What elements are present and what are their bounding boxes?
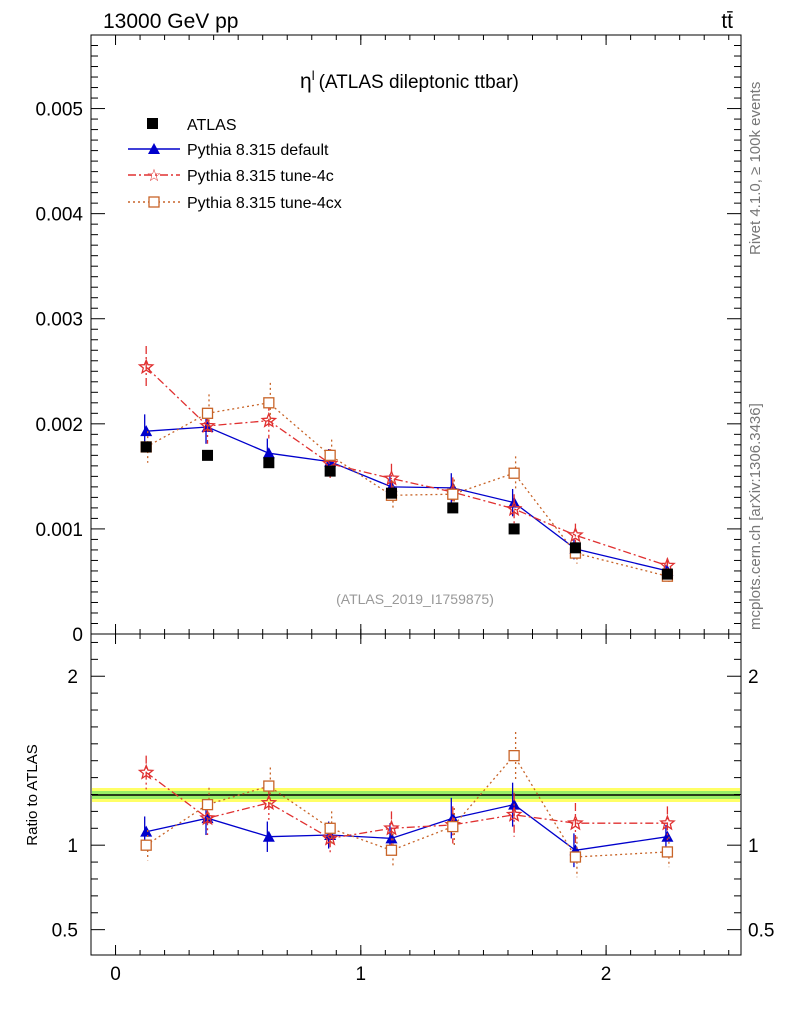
ratio-point-tune4c <box>260 794 278 811</box>
point-tune4cx <box>263 397 275 409</box>
point-tune4cx <box>324 449 336 462</box>
atlas-data-point <box>508 523 520 535</box>
ratio-point-default <box>140 825 153 837</box>
ratio-y-axis-label: Ratio to ATLAS <box>24 744 41 845</box>
y-tick-label: 0.003 <box>35 310 83 331</box>
y-tick-label: 0.001 <box>35 520 83 541</box>
atlas-data-point <box>263 457 275 469</box>
ratio-point-tune4c <box>199 809 216 826</box>
point-default <box>262 447 275 459</box>
ratio-point-tune4cx <box>140 839 152 851</box>
ratio-y-tick-label: 2 <box>67 667 78 688</box>
ratio-point-tune4cx <box>201 798 214 811</box>
ratio-point-tune4c <box>137 763 155 780</box>
series-line-tune4cx <box>145 402 668 577</box>
ratio-y-tick-label: 0.5 <box>52 921 78 942</box>
ratio-line-tune4cx <box>145 754 668 858</box>
ratio-point-tune4cx <box>263 780 275 792</box>
ratio-point-tune4c <box>505 806 523 822</box>
ratio-point-tune4cx <box>661 846 674 858</box>
point-tune4c <box>567 526 584 543</box>
analysis-watermark: (ATLAS_2019_I1759875) <box>336 591 494 607</box>
y-tick-label: 0.005 <box>35 100 83 121</box>
legend-atlas-marker <box>147 118 158 129</box>
mcplots-label: mcplots.cern.ch [arXiv:1306.3436] <box>747 403 764 630</box>
ratio-point-tune4c <box>383 819 400 836</box>
series-layer <box>137 346 676 878</box>
y-tick-label: 0 <box>72 625 83 646</box>
rivet-label: Rivet 4.1.0, ≥ 100k events <box>747 82 764 255</box>
x-tick-label: 0 <box>110 964 121 985</box>
legend: ATLAS Pythia 8.315 default ☆ Pythia 8.31… <box>128 117 342 212</box>
legend-default-marker <box>148 143 160 154</box>
ratio-point-tune4cx <box>447 820 459 833</box>
y-tick-label: 0.002 <box>35 415 83 436</box>
point-tune4c <box>199 417 216 434</box>
series-line-default <box>146 426 668 572</box>
ratio-y-tick-label-right: 2 <box>748 667 759 688</box>
point-default <box>140 425 153 437</box>
ratio-point-tune4cx <box>508 749 520 762</box>
atlas-data-point <box>661 568 673 580</box>
ratio-point-tune4cx <box>324 822 336 834</box>
legend-label-tune4cx: Pythia 8.315 tune-4cx <box>187 195 342 212</box>
plot-title: ηl (ATLAS dileptonic ttbar) <box>300 68 519 93</box>
legend-label-tune4c: Pythia 8.315 tune-4c <box>187 168 334 185</box>
ratio-point-default <box>661 830 674 842</box>
ratio-point-tune4c <box>567 814 584 831</box>
atlas-data-point <box>140 441 152 453</box>
atlas-data-point <box>569 542 581 554</box>
ratio-y-tick-label-right: 0.5 <box>748 921 774 942</box>
legend-label-default: Pythia 8.315 default <box>187 142 329 159</box>
series-line-tune4c <box>145 366 668 567</box>
legend-tune4c-marker: ☆ <box>146 166 161 186</box>
legend-label-atlas: ATLAS <box>187 117 237 134</box>
point-tune4cx <box>508 467 520 479</box>
atlas-data-point <box>385 487 397 499</box>
ratio-point-tune4c <box>321 829 339 846</box>
ratio-y-tick-label: 1 <box>67 836 78 857</box>
x-tick-label: 1 <box>356 964 367 985</box>
ratio-point-tune4cx <box>569 851 582 863</box>
ratio-point-tune4cx <box>385 844 398 856</box>
point-tune4c <box>260 411 278 428</box>
ratio-point-default <box>385 832 398 844</box>
y-tick-label: 0.004 <box>35 205 83 226</box>
point-tune4c <box>137 358 155 375</box>
ratio-line-tune4c <box>145 771 668 840</box>
atlas-data-point <box>202 449 214 461</box>
atlas-data-point <box>447 502 459 514</box>
point-tune4c <box>383 469 400 486</box>
axes: 0 1 2 0 0.001 0.002 0.003 0.004 0.005 0.5 0.5 1 1 2 2 <box>35 35 774 985</box>
ratio-y-tick-label-right: 1 <box>748 836 759 857</box>
point-tune4c <box>505 500 523 517</box>
point-tune4cx <box>201 407 214 419</box>
point-tune4cx <box>447 488 459 500</box>
process-label: tt̄ <box>721 10 733 33</box>
ratio-point-tune4c <box>659 814 676 831</box>
atlas-data-point <box>324 465 336 477</box>
energy-label: 13000 GeV pp <box>103 10 238 33</box>
legend-tune4cx-marker <box>148 196 160 208</box>
ratio-point-default <box>262 830 275 842</box>
x-tick-label: 2 <box>601 964 612 985</box>
